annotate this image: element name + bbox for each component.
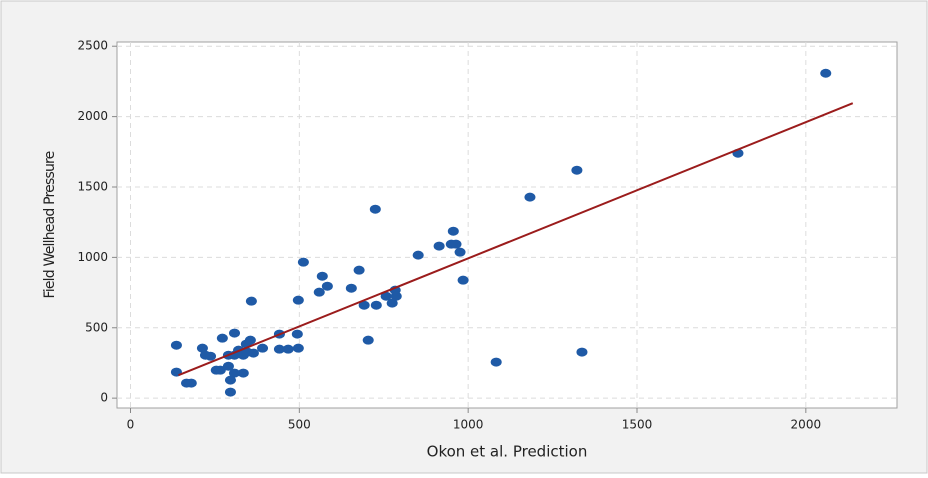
point bbox=[386, 298, 398, 308]
point bbox=[185, 378, 197, 388]
point bbox=[380, 291, 392, 301]
point bbox=[576, 347, 588, 357]
point bbox=[245, 296, 257, 306]
point bbox=[524, 192, 536, 202]
point bbox=[369, 204, 381, 214]
x-tick-label: 1500 bbox=[622, 418, 653, 432]
point bbox=[297, 257, 309, 267]
y-tick-label: 1500 bbox=[77, 179, 108, 193]
y-axis-label: Field Wellhead Pressure bbox=[42, 151, 58, 298]
point bbox=[196, 343, 208, 353]
point bbox=[362, 335, 374, 345]
point bbox=[237, 368, 249, 378]
point bbox=[370, 300, 382, 310]
point bbox=[321, 281, 333, 291]
point bbox=[412, 250, 424, 260]
x-axis-label: Okon et al. Prediction bbox=[427, 443, 588, 461]
y-tick-label: 2000 bbox=[77, 109, 108, 123]
point bbox=[454, 247, 466, 257]
point bbox=[257, 343, 269, 353]
point bbox=[214, 365, 226, 375]
y-tick-label: 500 bbox=[85, 320, 108, 334]
y-tick-label: 2500 bbox=[77, 39, 108, 53]
point bbox=[820, 68, 832, 78]
point bbox=[450, 239, 462, 249]
x-tick-label: 1000 bbox=[453, 418, 484, 432]
point bbox=[273, 344, 285, 354]
point bbox=[170, 340, 182, 350]
point bbox=[205, 351, 217, 361]
point bbox=[447, 226, 459, 236]
point bbox=[229, 328, 241, 338]
point bbox=[292, 343, 304, 353]
point bbox=[345, 283, 357, 293]
point bbox=[571, 165, 583, 175]
point bbox=[390, 291, 402, 301]
point bbox=[224, 387, 236, 397]
point bbox=[457, 275, 469, 285]
point bbox=[358, 300, 370, 310]
x-tick-label: 2000 bbox=[791, 418, 822, 432]
point bbox=[222, 361, 234, 371]
y-tick-label: 0 bbox=[100, 391, 108, 405]
point bbox=[244, 335, 256, 345]
point bbox=[316, 271, 328, 281]
x-tick-label: 500 bbox=[288, 418, 311, 432]
y-tick-label: 1000 bbox=[77, 250, 108, 264]
point bbox=[291, 329, 303, 339]
point bbox=[433, 241, 445, 251]
point bbox=[282, 344, 294, 354]
x-tick-label: 0 bbox=[127, 418, 135, 432]
point bbox=[353, 265, 365, 275]
point bbox=[490, 357, 502, 367]
fit-line bbox=[178, 102, 854, 377]
point bbox=[224, 375, 236, 385]
point bbox=[247, 348, 259, 358]
point bbox=[216, 333, 228, 343]
point bbox=[229, 368, 241, 378]
point bbox=[292, 295, 304, 305]
point bbox=[313, 287, 325, 297]
